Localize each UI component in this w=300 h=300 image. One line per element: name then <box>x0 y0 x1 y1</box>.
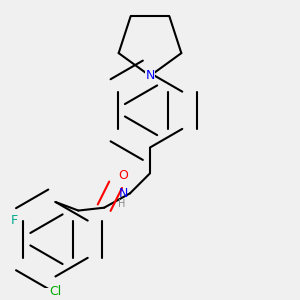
Text: O: O <box>118 169 128 182</box>
Text: N: N <box>119 187 128 200</box>
Text: Cl: Cl <box>49 285 62 298</box>
Text: N: N <box>145 69 155 82</box>
Text: F: F <box>10 214 17 227</box>
Text: H: H <box>118 199 125 209</box>
